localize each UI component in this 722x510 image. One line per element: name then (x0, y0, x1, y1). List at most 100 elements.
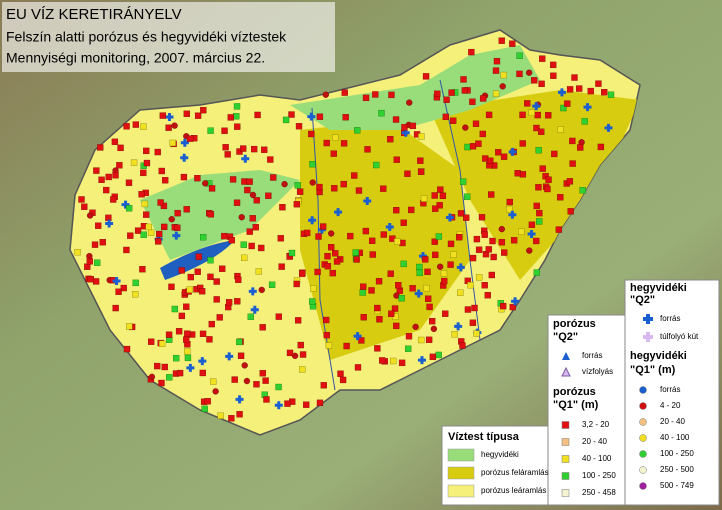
well-marker (340, 140, 348, 147)
well-marker (464, 306, 472, 313)
well-marker (255, 268, 263, 275)
legend-heading: hegyvidéki (630, 350, 687, 362)
well-marker (134, 227, 142, 234)
legend-symbol (562, 352, 570, 360)
well-marker (293, 280, 300, 288)
well-marker (481, 282, 488, 289)
well-marker (401, 124, 408, 131)
well-marker (394, 238, 401, 245)
legend-label: 4 - 20 (660, 401, 681, 410)
aquifer-zones (140, 45, 640, 360)
well-marker (478, 214, 486, 221)
spring-marker (180, 138, 189, 147)
well-marker (364, 146, 371, 153)
well-marker (352, 249, 359, 256)
well-marker (183, 206, 190, 213)
well-marker (459, 342, 466, 349)
well-marker (125, 205, 133, 212)
legend-label: 100 - 250 (660, 449, 694, 458)
well-marker (123, 123, 130, 130)
legend-heading: "Q2" (630, 294, 655, 306)
well-marker (440, 270, 448, 277)
well-marker (469, 98, 476, 105)
legend-heading: "Q1" (m) (553, 399, 599, 411)
well-marker (132, 279, 139, 287)
well-marker (435, 233, 443, 240)
legend-symbol (561, 455, 570, 463)
well-marker (412, 323, 419, 331)
well-marker (354, 127, 361, 134)
well-marker (579, 187, 586, 194)
well-marker (533, 124, 540, 132)
well-marker (340, 180, 347, 188)
spring-marker (307, 112, 316, 121)
spring-marker (385, 223, 394, 232)
well-marker (169, 139, 176, 147)
well-marker (492, 67, 500, 74)
well-marker (238, 214, 245, 221)
well-marker (362, 94, 370, 102)
well-marker (127, 232, 134, 239)
well-marker (575, 85, 583, 92)
well-marker (183, 110, 190, 117)
well-marker (473, 330, 480, 337)
well-marker (498, 239, 506, 246)
spring-marker (454, 322, 463, 331)
well-marker (224, 151, 231, 158)
well-marker (434, 90, 441, 97)
well-marker (353, 256, 360, 263)
well-marker (174, 224, 181, 231)
well-marker (288, 249, 296, 257)
spring-marker (165, 112, 174, 121)
well-marker (212, 388, 219, 395)
well-marker (233, 103, 241, 110)
well-marker (409, 122, 417, 130)
well-marker (81, 203, 88, 210)
well-marker (581, 118, 588, 125)
mountain-zone (140, 170, 300, 260)
well-marker (451, 331, 458, 338)
well-marker (463, 214, 470, 221)
well-marker (498, 225, 505, 233)
well-marker (233, 113, 240, 120)
well-marker (341, 89, 348, 96)
well-marker (112, 172, 119, 179)
well-marker (234, 298, 241, 305)
well-marker (180, 173, 188, 181)
well-marker (526, 247, 533, 254)
well-marker (138, 191, 145, 198)
legend-label: 20 - 40 (582, 437, 607, 446)
legend-symbol (561, 438, 570, 446)
well-marker (117, 144, 124, 152)
well-marker (165, 331, 173, 338)
spring-marker (456, 263, 465, 272)
well-marker (210, 378, 217, 385)
well-marker (450, 117, 457, 124)
well-marker (416, 263, 423, 271)
well-marker (296, 188, 304, 195)
well-marker (160, 202, 168, 210)
well-marker (111, 138, 119, 145)
well-marker (516, 52, 523, 59)
well-marker (528, 221, 536, 228)
well-marker (514, 170, 521, 177)
well-marker (569, 137, 576, 145)
well-marker (409, 285, 416, 292)
well-marker (115, 288, 122, 295)
spring-marker (241, 154, 250, 163)
well-marker (199, 234, 207, 241)
well-marker (408, 206, 415, 214)
spring-marker (186, 363, 195, 372)
well-marker (473, 235, 481, 243)
legend-symbol (639, 466, 647, 474)
well-marker (229, 176, 237, 183)
well-marker (309, 179, 316, 186)
well-marker (322, 91, 329, 98)
spring-marker (308, 216, 317, 225)
well-marker (213, 296, 220, 303)
legend-label: porózus feláramlás (481, 468, 549, 477)
well-marker (282, 116, 290, 124)
well-marker (435, 351, 442, 359)
well-marker (550, 72, 557, 79)
well-marker (475, 274, 483, 281)
